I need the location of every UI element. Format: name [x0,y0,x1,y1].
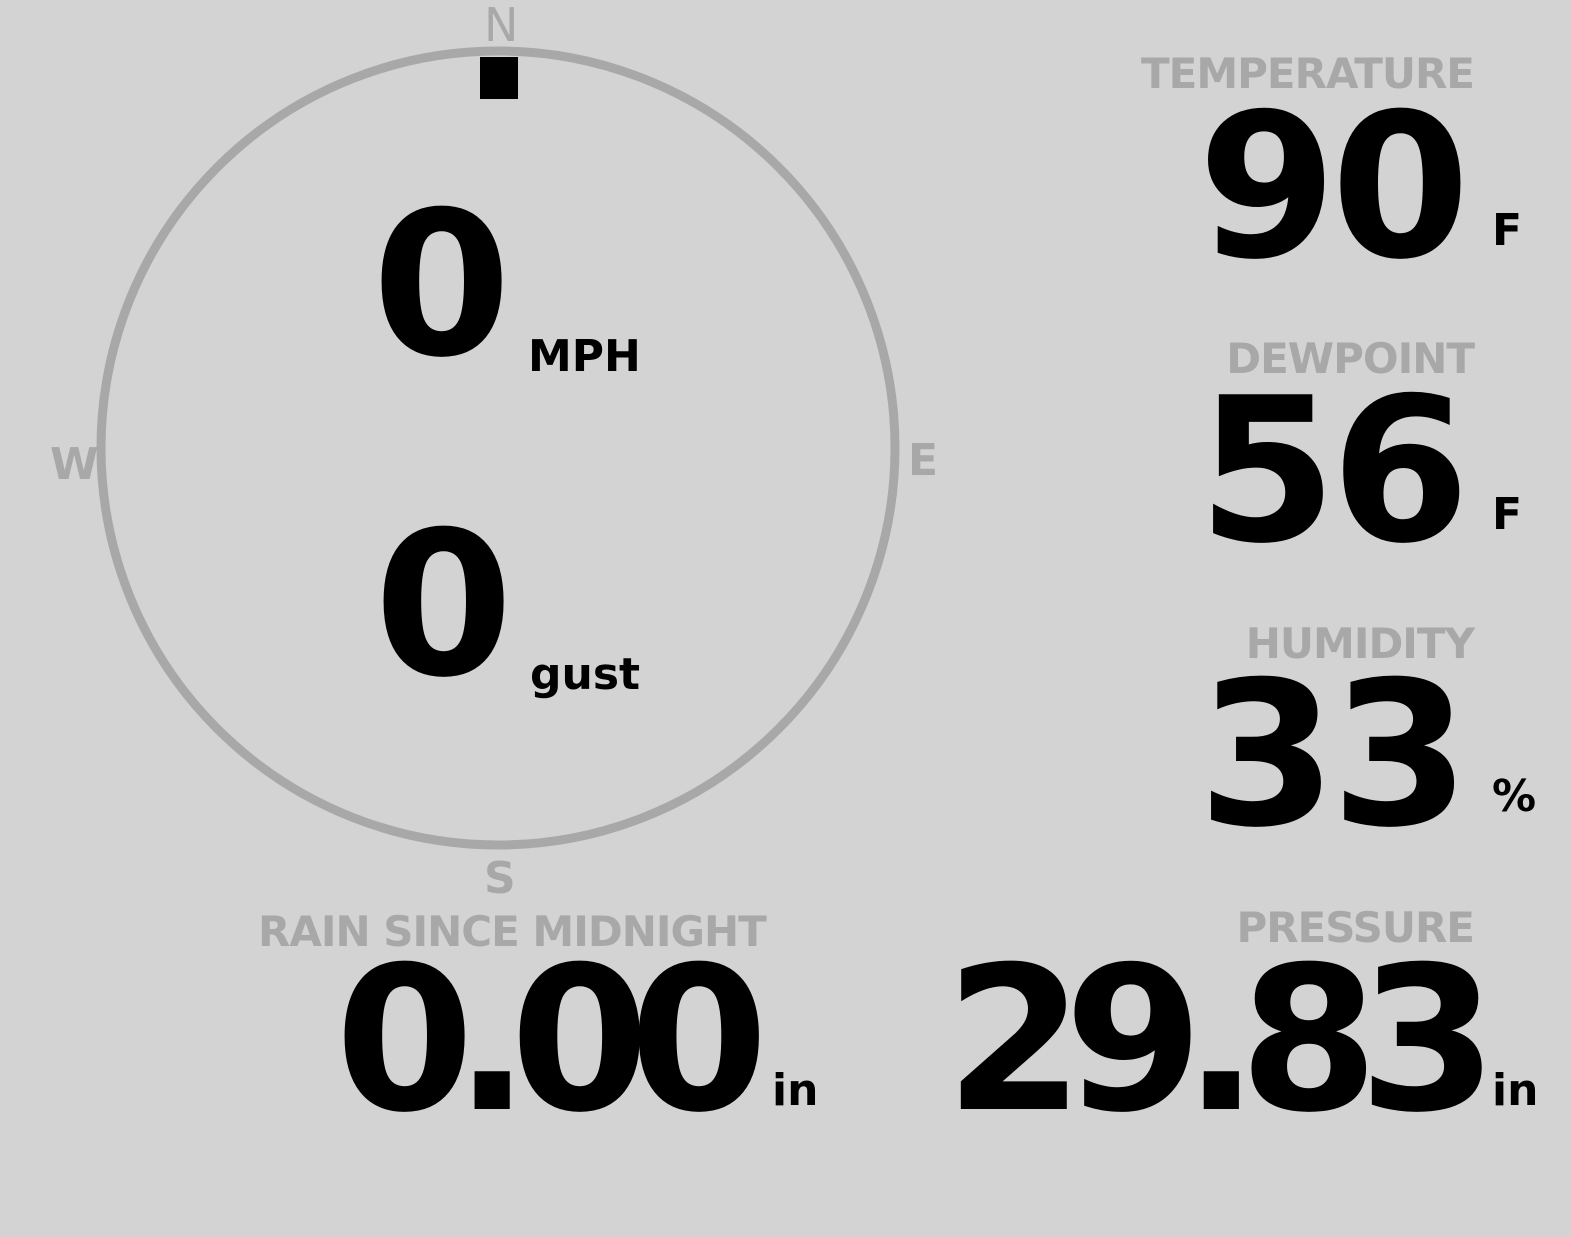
pressure-unit: in [1492,1065,1539,1116]
dewpoint-label: DEWPOINT [1226,334,1475,383]
compass-south-label: S [484,853,516,904]
rain-label: RAIN SINCE MIDNIGHT [258,907,767,956]
wind-direction-indicator [480,57,518,99]
humidity-value: 33 [1197,639,1470,872]
humidity-label: HUMIDITY [1245,619,1475,668]
compass-west-label: W [50,439,99,490]
pressure-label: PRESSURE [1236,903,1475,952]
rain-value: 0.00 [335,924,768,1157]
wind-speed-value: 0 [372,169,511,402]
wind-gust-unit: gust [530,649,641,700]
dewpoint-unit: F [1492,489,1523,540]
pressure-value: 29.83 [945,924,1498,1157]
compass-ring [96,46,900,850]
temperature-unit: F [1492,205,1523,256]
wind-gust-value: 0 [374,489,513,722]
rain-unit: in [772,1065,819,1116]
temperature-value: 90 [1197,71,1470,304]
dewpoint-value: 56 [1197,355,1470,588]
compass-north-label: N [484,0,519,52]
wind-speed-unit: MPH [528,331,641,382]
humidity-unit: % [1492,771,1537,822]
temperature-label: TEMPERATURE [1141,49,1475,98]
compass-east-label: E [908,435,939,486]
wind-compass [96,46,900,850]
